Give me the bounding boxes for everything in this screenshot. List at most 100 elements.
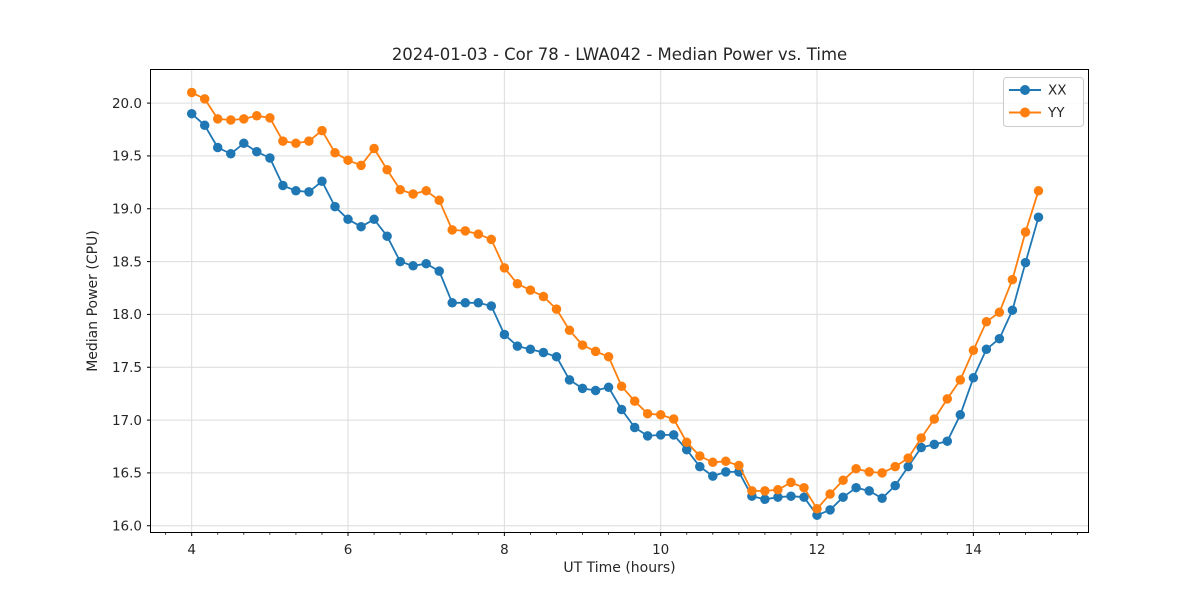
data-point-yy xyxy=(512,279,523,289)
data-point-xx xyxy=(304,187,314,197)
data-point-yy xyxy=(330,148,340,158)
data-point-yy xyxy=(278,136,288,146)
legend-item-yy: YY xyxy=(1009,105,1065,121)
data-point-yy xyxy=(838,475,848,486)
data-point-xx xyxy=(916,442,926,453)
data-point-xx xyxy=(838,492,848,502)
data-point-yy xyxy=(473,229,484,239)
data-point-xx xyxy=(695,461,705,472)
legend-label-yy: YY xyxy=(1047,105,1065,121)
data-series xyxy=(186,87,1044,520)
data-point-xx xyxy=(590,385,601,396)
data-point-yy xyxy=(382,164,392,175)
data-point-xx xyxy=(721,467,731,477)
data-point-xx xyxy=(1033,212,1044,222)
data-point-xx xyxy=(252,146,262,157)
data-point-yy xyxy=(291,138,301,149)
legend-label-xx: XX xyxy=(1048,83,1067,99)
x-tick-label: 12 xyxy=(808,542,825,558)
series-line-yy xyxy=(191,91,1040,510)
data-point-yy xyxy=(786,477,796,488)
x-tick-label: 8 xyxy=(500,542,509,558)
data-point-yy xyxy=(942,394,953,404)
data-point-xx xyxy=(512,341,523,351)
data-point-xx xyxy=(473,298,484,308)
data-point-yy xyxy=(916,433,926,443)
axis-ticks xyxy=(147,102,1078,536)
x-axis-label: UT Time (hours) xyxy=(563,560,675,576)
data-point-yy xyxy=(734,460,744,471)
data-point-xx xyxy=(655,430,666,440)
data-point-xx xyxy=(486,301,497,311)
data-point-xx xyxy=(538,347,549,358)
y-tick-label: 18.0 xyxy=(112,307,142,323)
data-point-xx xyxy=(551,351,562,362)
data-point-xx xyxy=(851,482,861,493)
data-point-yy xyxy=(929,414,940,424)
data-point-yy xyxy=(695,451,705,461)
chart-title: 2024-01-03 - Cor 78 - LWA042 - Median Po… xyxy=(392,45,847,64)
data-point-xx xyxy=(525,344,536,355)
data-point-xx xyxy=(343,214,353,225)
data-point-xx xyxy=(421,258,431,269)
data-point-xx xyxy=(395,256,405,267)
data-point-xx xyxy=(434,266,444,276)
data-point-xx xyxy=(799,492,809,502)
y-tick-label: 16.0 xyxy=(112,518,142,534)
data-point-yy xyxy=(603,351,614,362)
data-point-yy xyxy=(760,486,770,496)
data-point-xx xyxy=(994,333,1005,344)
data-point-xx xyxy=(773,492,783,502)
data-point-yy xyxy=(447,225,457,235)
data-point-xx xyxy=(668,430,679,440)
data-point-yy xyxy=(981,317,992,327)
data-point-xx xyxy=(265,153,275,163)
data-point-yy xyxy=(708,457,718,468)
data-point-yy xyxy=(525,285,536,295)
data-point-xx xyxy=(460,298,471,308)
data-point-yy xyxy=(577,340,588,350)
data-point-yy xyxy=(551,304,562,314)
legend-swatch-marker-xx xyxy=(1020,85,1030,95)
y-tick-label: 17.5 xyxy=(112,360,142,376)
data-point-yy xyxy=(1033,186,1044,196)
data-point-yy xyxy=(747,486,757,496)
data-point-xx xyxy=(981,344,992,355)
data-point-xx xyxy=(903,461,913,472)
data-point-xx xyxy=(447,298,457,308)
data-point-xx xyxy=(199,120,210,131)
y-tick-label: 20.0 xyxy=(112,96,142,112)
x-tick-label: 14 xyxy=(965,542,982,558)
data-point-yy xyxy=(773,485,783,495)
gridlines xyxy=(150,69,1089,533)
y-tick-label: 18.5 xyxy=(112,254,142,270)
data-point-xx xyxy=(291,186,301,196)
data-point-yy xyxy=(486,234,497,245)
data-point-yy xyxy=(564,325,575,336)
data-point-xx xyxy=(499,329,510,340)
data-point-yy xyxy=(890,461,900,472)
data-point-yy xyxy=(212,114,223,124)
data-point-xx xyxy=(603,382,614,393)
data-point-xx xyxy=(616,404,627,415)
data-point-yy xyxy=(903,453,913,463)
legend-item-xx: XX xyxy=(1009,83,1067,99)
plot-border xyxy=(150,69,1089,533)
x-tick-label: 10 xyxy=(652,542,669,558)
data-point-xx xyxy=(317,176,327,187)
data-point-xx xyxy=(212,142,223,153)
y-tick-label: 19.0 xyxy=(112,201,142,217)
y-axis-label: Median Power (CPU) xyxy=(85,230,101,372)
data-point-yy xyxy=(1007,274,1018,285)
data-point-yy xyxy=(721,456,731,467)
legend-box xyxy=(1003,77,1084,127)
data-point-yy xyxy=(538,291,549,302)
data-point-xx xyxy=(382,231,392,241)
y-tick-label: 19.5 xyxy=(112,149,142,165)
data-point-yy xyxy=(408,189,418,199)
data-point-xx xyxy=(1007,305,1018,315)
data-point-xx xyxy=(708,471,718,481)
data-point-yy xyxy=(616,381,627,392)
